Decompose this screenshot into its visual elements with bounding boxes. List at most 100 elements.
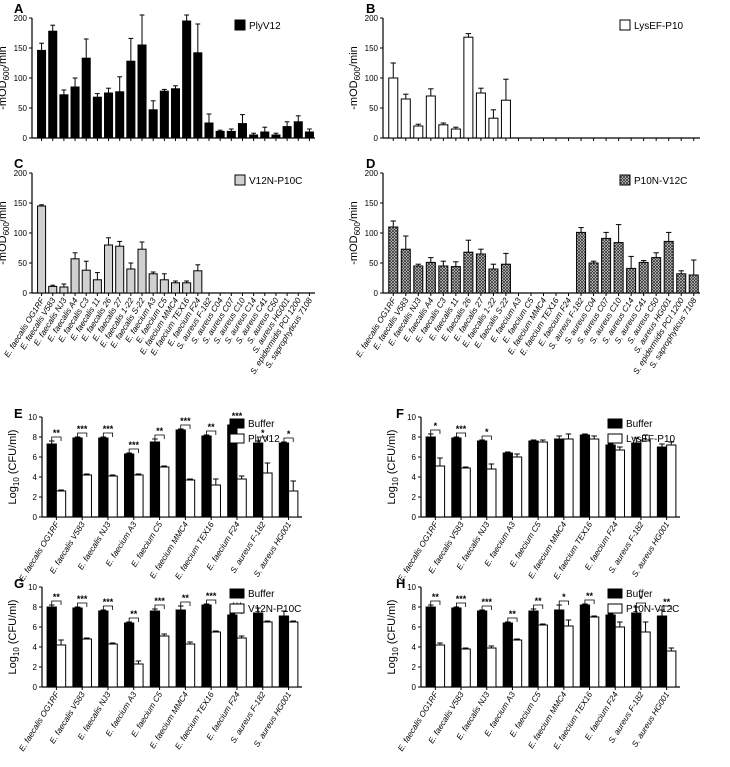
significance-marker: * (434, 421, 438, 431)
bar-treated (55, 644, 67, 688)
bar (438, 265, 449, 294)
y-tick-label: 4 (412, 643, 417, 652)
bar-treated (288, 490, 299, 518)
bar (688, 274, 699, 294)
y-tick-label: 100 (365, 229, 379, 238)
bar (488, 117, 499, 139)
legend-swatch (619, 174, 631, 186)
significance-marker: *** (77, 424, 88, 434)
bar (226, 130, 236, 139)
y-tick-label: 6 (412, 623, 417, 632)
y-tick-label: 150 (365, 199, 379, 208)
significance-marker: ** (182, 593, 190, 603)
panel-label: B (366, 1, 375, 16)
bar (676, 273, 687, 294)
bar-treated (81, 638, 92, 688)
significance-marker: ** (432, 592, 440, 602)
bar-treated (81, 474, 92, 518)
significance-bracket (154, 434, 165, 439)
bar-buffer (476, 610, 488, 688)
significance-marker: ** (53, 428, 61, 438)
bar (293, 121, 303, 139)
legend-label-treated: PlyV12 (248, 434, 280, 445)
bar (48, 30, 58, 139)
bar (137, 44, 147, 139)
bar-buffer (98, 610, 109, 688)
bar-buffer (502, 622, 513, 688)
bar-buffer (72, 437, 83, 518)
significance-bracket (430, 600, 441, 605)
bar (601, 237, 612, 294)
bar (271, 134, 281, 139)
significance-bracket (154, 604, 165, 609)
significance-bracket (283, 437, 294, 442)
bar-treated (434, 465, 446, 518)
bar (463, 36, 474, 139)
y-tick-label: 100 (365, 74, 379, 83)
bar-treated (434, 644, 446, 688)
bar-buffer (201, 604, 212, 688)
significance-marker: ** (208, 422, 216, 432)
bar (148, 273, 158, 294)
y-tick-label: 100 (14, 229, 28, 238)
legend-swatch-treated (229, 433, 245, 444)
legend-label: PlyV12 (249, 21, 281, 32)
legend-label-buffer: Buffer (626, 419, 653, 430)
bar (137, 248, 147, 294)
significance-marker: * (485, 427, 489, 437)
legend-swatch-treated (229, 603, 245, 614)
bar-treated (511, 456, 523, 518)
significance-marker: * (261, 428, 265, 438)
bar (475, 92, 486, 139)
bar (115, 245, 125, 294)
bar (282, 126, 292, 139)
bar-buffer (656, 615, 668, 688)
bar (388, 77, 399, 139)
legend-swatch-treated (607, 603, 623, 614)
legend-label: LysEF-P10 (634, 21, 684, 32)
significance-bracket (456, 602, 467, 607)
bar-buffer (605, 614, 616, 688)
significance-marker: *** (206, 591, 217, 601)
significance-marker: ** (53, 592, 61, 602)
significance-marker: *** (456, 594, 467, 604)
legend-label: V12N-P10C (249, 176, 302, 187)
bar-buffer (476, 440, 488, 518)
y-axis-label: -mOD600/min (0, 201, 11, 264)
significance-marker: *** (103, 597, 114, 607)
bar-treated (666, 650, 677, 688)
legend-swatch (619, 19, 631, 31)
bar-treated (640, 631, 651, 688)
y-tick-label: 50 (18, 104, 27, 113)
y-tick-label: 200 (365, 14, 379, 23)
significance-marker: *** (456, 424, 467, 434)
bar (626, 267, 637, 294)
legend-swatch-buffer (607, 588, 623, 599)
y-tick-label: 50 (369, 259, 378, 268)
bar-treated (210, 631, 221, 688)
bar-buffer (631, 442, 642, 518)
y-tick-label: 50 (369, 104, 378, 113)
bar-buffer (425, 606, 436, 688)
bar (500, 263, 511, 294)
significance-marker: *** (154, 596, 165, 606)
bar (260, 131, 270, 139)
bar (126, 60, 136, 139)
bar (576, 231, 587, 294)
bar-buffer (175, 429, 186, 518)
y-tick-label: 150 (14, 44, 28, 53)
bar (37, 49, 47, 139)
bar (159, 90, 169, 139)
bar-treated (537, 441, 548, 518)
y-tick-label: 8 (33, 433, 38, 442)
significance-bracket (661, 605, 672, 610)
y-tick-label: 8 (412, 603, 417, 612)
bar (92, 279, 102, 294)
bar-treated (184, 479, 196, 518)
significance-marker: *** (180, 416, 191, 426)
legend-label-buffer: Buffer (248, 419, 275, 430)
bar-treated (486, 468, 497, 518)
